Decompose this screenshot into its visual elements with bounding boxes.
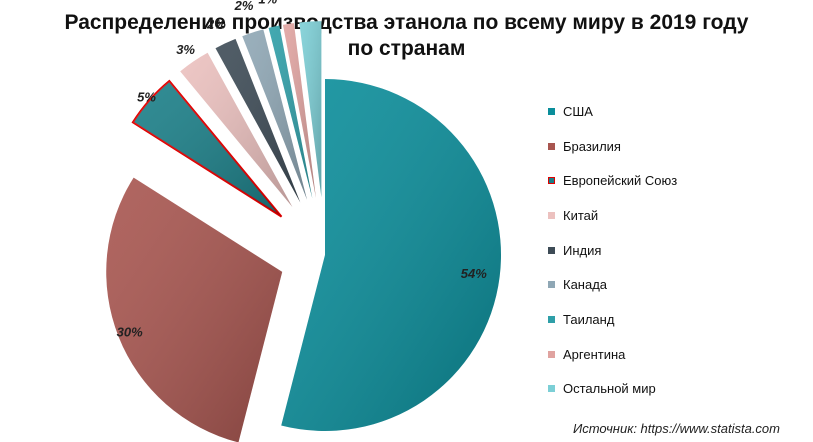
chart-title-line-2: по странам [347,37,466,60]
legend-label-8: Аргентина [563,346,626,362]
legend-item-4: Китай [548,198,808,233]
slice-label-6: 2% [234,0,254,13]
source-note: Источник: https://www.statista.com [572,421,780,436]
legend-label-2: Бразилия [563,138,621,154]
chart-title: Распределение производства этанола по вс… [0,10,813,62]
slice-label-8: 1% [275,0,294,3]
legend-swatch-5 [548,246,555,254]
slice-label-9: 2% [298,0,318,1]
legend-swatch-3 [548,177,555,185]
legend-item-7: Таиланд [548,302,808,337]
legend-item-9: Остальной мир [548,372,808,407]
legend: США Бразилия Европейский Союз Китай Индия Кан… [548,94,808,406]
pie-slice-4-shading [180,52,293,208]
legend-item-5: Индия [548,233,808,268]
slice-label-7: 1% [258,0,277,6]
chart-title-line-1: Распределение производства этанола по вс… [64,11,749,34]
pie-slice-9-shading [299,21,322,198]
slice-label-2: 30% [117,324,143,339]
legend-swatch-4 [548,211,555,219]
legend-label-4: Китай [563,207,599,223]
legend-swatch-8 [548,350,555,358]
legend-swatch-9 [548,385,555,393]
slice-label-4: 3% [176,42,195,57]
legend-label-5: Индия [563,242,602,258]
pie-slice-6-shading [242,29,308,200]
legend-swatch-1 [548,107,555,115]
legend-item-1: США [548,94,808,129]
pie-slice-8-shading [282,23,316,198]
pie-slice-7-shading [268,25,313,199]
legend-item-2: Бразилия [548,129,808,164]
legend-label-9: Остальной мир [563,381,656,397]
legend-item-6: Канада [548,267,808,302]
legend-label-7: Таиланд [563,311,615,327]
legend-swatch-6 [548,281,555,289]
slice-label-5: 2% [206,16,226,31]
legend-swatch-7 [548,315,555,323]
slice-label-3: 5% [137,90,156,105]
legend-label-3: Европейский Союз [563,173,678,189]
legend-swatch-2 [548,142,555,150]
legend-label-1: США [563,103,593,119]
legend-item-8: Аргентина [548,337,808,372]
legend-item-3: Европейский Союз [548,163,808,198]
pie-slice-3-shading [132,81,282,217]
slice-label-1: 54% [461,266,487,281]
pie-slice-2-shading [106,177,283,442]
legend-label-6: Канада [563,277,608,293]
pie-slice-1-shading [281,79,502,431]
pie-slice-5-shading [215,38,301,203]
